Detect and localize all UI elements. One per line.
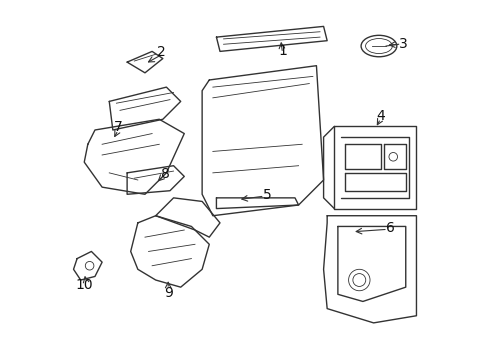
Text: 7: 7 (114, 120, 122, 134)
Text: 6: 6 (386, 221, 395, 235)
Text: 9: 9 (164, 285, 172, 300)
Text: 4: 4 (376, 109, 385, 123)
Text: 8: 8 (161, 167, 170, 181)
Text: 3: 3 (398, 37, 407, 50)
Text: 2: 2 (157, 45, 166, 59)
Text: 1: 1 (278, 44, 287, 58)
Text: 10: 10 (75, 278, 93, 292)
Text: 5: 5 (263, 188, 272, 202)
